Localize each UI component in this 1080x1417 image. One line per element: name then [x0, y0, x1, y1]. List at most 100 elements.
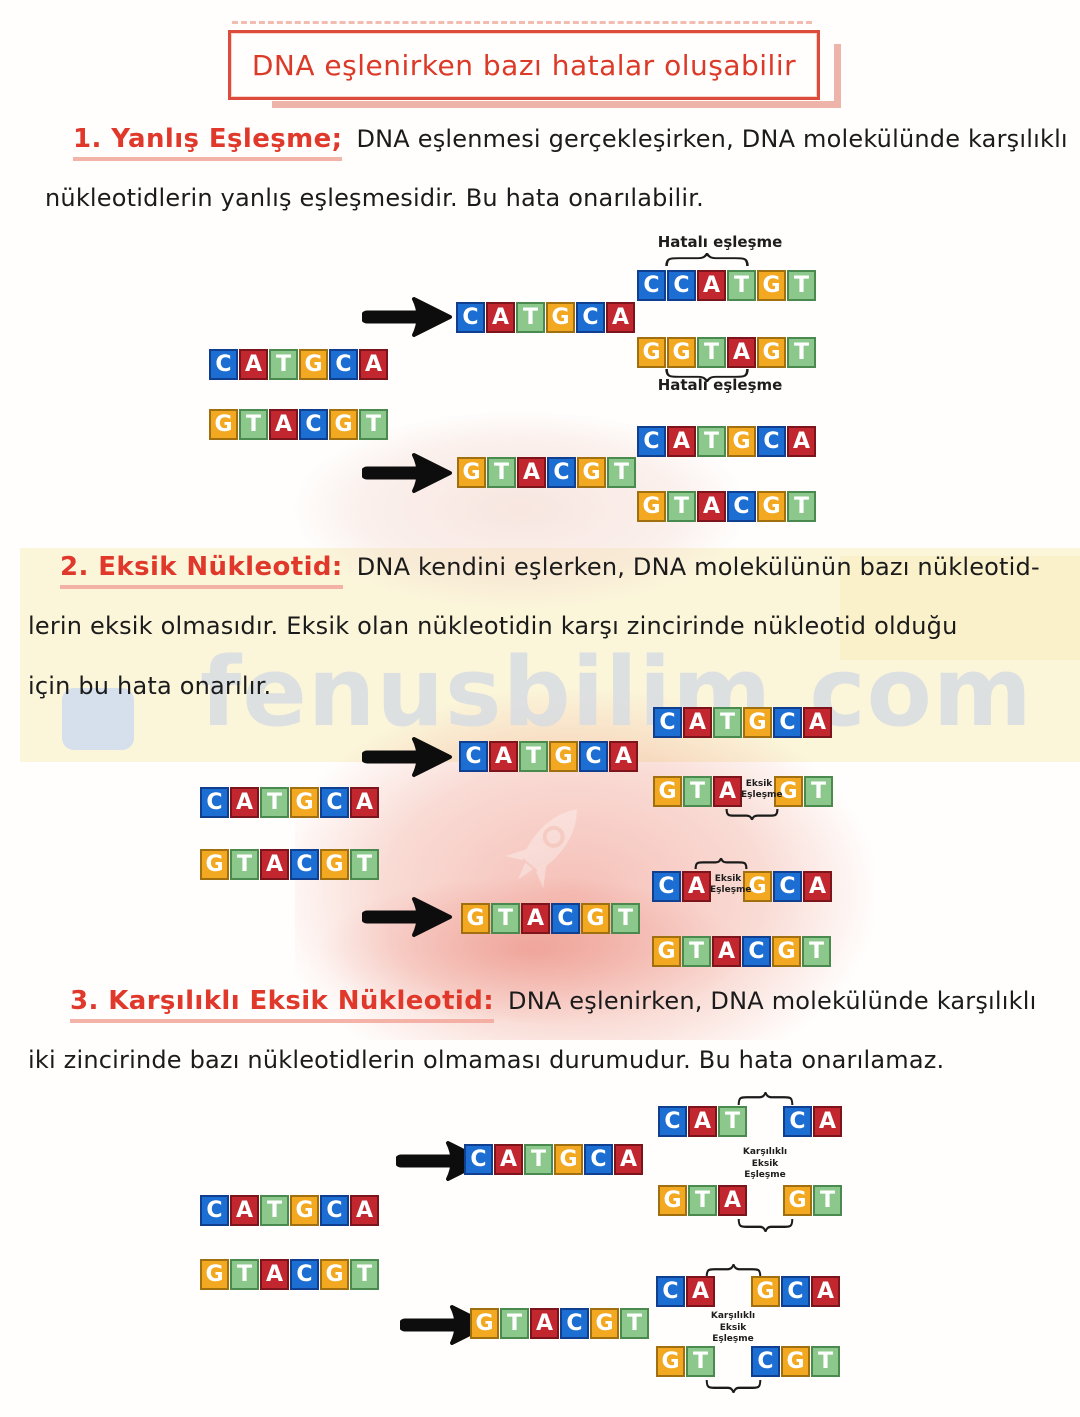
- nucleotide-C: C: [456, 302, 485, 333]
- nucleotide-T: T: [683, 776, 712, 807]
- nucleotide-C: C: [652, 871, 681, 902]
- nucleotide-C: C: [783, 1106, 812, 1137]
- nucleotide-G: G: [329, 409, 358, 440]
- nucleotide-C: C: [658, 1106, 687, 1137]
- nucleotide-T: T: [230, 1259, 259, 1290]
- nucleotide-C: C: [200, 787, 229, 818]
- nucleotide-C: C: [560, 1308, 589, 1339]
- nucleotide-A: A: [350, 1195, 379, 1226]
- section-1-line1: DNA eşlenmesi gerçekleşirken, DNA molekü…: [356, 125, 1068, 153]
- nucleotide-C: C: [727, 491, 756, 522]
- nucleotide-T: T: [516, 302, 545, 333]
- nucleotide-T: T: [359, 409, 388, 440]
- nucleotide-G: G: [743, 707, 772, 738]
- nucleotide-T: T: [787, 491, 816, 522]
- nucleotide-G: G: [200, 1259, 229, 1290]
- nucleotide-G: G: [658, 1185, 687, 1216]
- nucleotide-A: A: [609, 741, 638, 772]
- arrow-right-icon: [362, 737, 452, 777]
- section-2-heading: 2. Eksik Nükleotid:: [60, 552, 343, 589]
- brace-up-icon: [705, 1264, 762, 1277]
- title-box-texture: [232, 21, 812, 24]
- brace-up-icon: [737, 1092, 794, 1105]
- nucleotide-A: A: [530, 1308, 559, 1339]
- arrow-right-icon: [362, 897, 452, 937]
- nucleotide-T: T: [620, 1308, 649, 1339]
- nucleotide-T: T: [686, 1346, 715, 1377]
- nucleotide-T: T: [787, 337, 816, 368]
- nucleotide-A: A: [239, 349, 268, 380]
- nucleotide-C: C: [653, 707, 682, 738]
- nucleotide-T: T: [260, 787, 289, 818]
- nucleotide-G: G: [290, 1195, 319, 1226]
- nucleotide-G: G: [637, 491, 666, 522]
- nucleotide-C: C: [290, 1259, 319, 1290]
- nucleotide-T: T: [524, 1144, 553, 1175]
- missing-nucleotide-gap: [748, 1185, 782, 1216]
- nucleotide-C: C: [757, 426, 786, 457]
- section-2-line1: DNA kendini eşlerken, DNA molekülünün ba…: [356, 553, 1040, 581]
- nucleotide-C: C: [209, 349, 238, 380]
- missing-nucleotide-gap: [716, 1346, 750, 1377]
- missing-pair-label: Eksik Eşleşme: [741, 779, 783, 800]
- nucleotide-A: A: [803, 871, 832, 902]
- mutual-missing-label: Karşılıklı Eksik Eşleşme: [710, 1311, 756, 1344]
- nucleotide-A: A: [667, 426, 696, 457]
- nucleotide-T: T: [697, 426, 726, 457]
- nucleotide-C: C: [547, 457, 576, 488]
- nucleotide-C: C: [667, 270, 696, 301]
- nucleotide-T: T: [230, 849, 259, 880]
- section-2-paragraph: 2. Eksik Nükleotid: DNA kendini eşlerken,…: [28, 552, 1058, 732]
- nucleotide-A: A: [712, 936, 741, 967]
- nucleotide-A: A: [697, 270, 726, 301]
- nucleotide-A: A: [682, 871, 711, 902]
- section-3-line1: DNA eşlenirken, DNA molekülünde karşılık…: [508, 987, 1037, 1015]
- nucleotide-T: T: [688, 1185, 717, 1216]
- nucleotide-G: G: [637, 337, 666, 368]
- nucleotide-T: T: [727, 270, 756, 301]
- nucleotide-T: T: [269, 349, 298, 380]
- nucleotide-C: C: [781, 1276, 810, 1307]
- nucleotide-G: G: [656, 1346, 685, 1377]
- nucleotide-G: G: [783, 1185, 812, 1216]
- nucleotide-T: T: [811, 1346, 840, 1377]
- section-3-heading: 3. Karşılıklı Eksik Nükleotid:: [70, 986, 495, 1023]
- nucleotide-T: T: [350, 849, 379, 880]
- nucleotide-A: A: [606, 302, 635, 333]
- nucleotide-G: G: [320, 1259, 349, 1290]
- brace-up-icon: [694, 858, 748, 869]
- nucleotide-T: T: [611, 903, 640, 934]
- section-1-line2: nükleotidlerin yanlış eşleşmesidir. Bu h…: [45, 184, 704, 212]
- section-1-heading: 1. Yanlış Eşleşme;: [73, 124, 343, 161]
- section-3-paragraph: 3. Karşılıklı Eksik Nükleotid: DNA eşleni…: [28, 986, 1058, 1106]
- nucleotide-A: A: [521, 903, 550, 934]
- nucleotide-G: G: [757, 337, 786, 368]
- nucleotide-A: A: [688, 1106, 717, 1137]
- nucleotide-G: G: [546, 302, 575, 333]
- nucleotide-T: T: [519, 741, 548, 772]
- nucleotide-T: T: [804, 776, 833, 807]
- nucleotide-A: A: [614, 1144, 643, 1175]
- background-blob: [62, 688, 134, 750]
- nucleotide-G: G: [457, 457, 486, 488]
- nucleotide-G: G: [653, 776, 682, 807]
- nucleotide-G: G: [554, 1144, 583, 1175]
- nucleotide-T: T: [713, 707, 742, 738]
- brace-down-icon: [665, 369, 749, 382]
- nucleotide-A: A: [787, 426, 816, 457]
- nucleotide-C: C: [751, 1346, 780, 1377]
- nucleotide-G: G: [549, 741, 578, 772]
